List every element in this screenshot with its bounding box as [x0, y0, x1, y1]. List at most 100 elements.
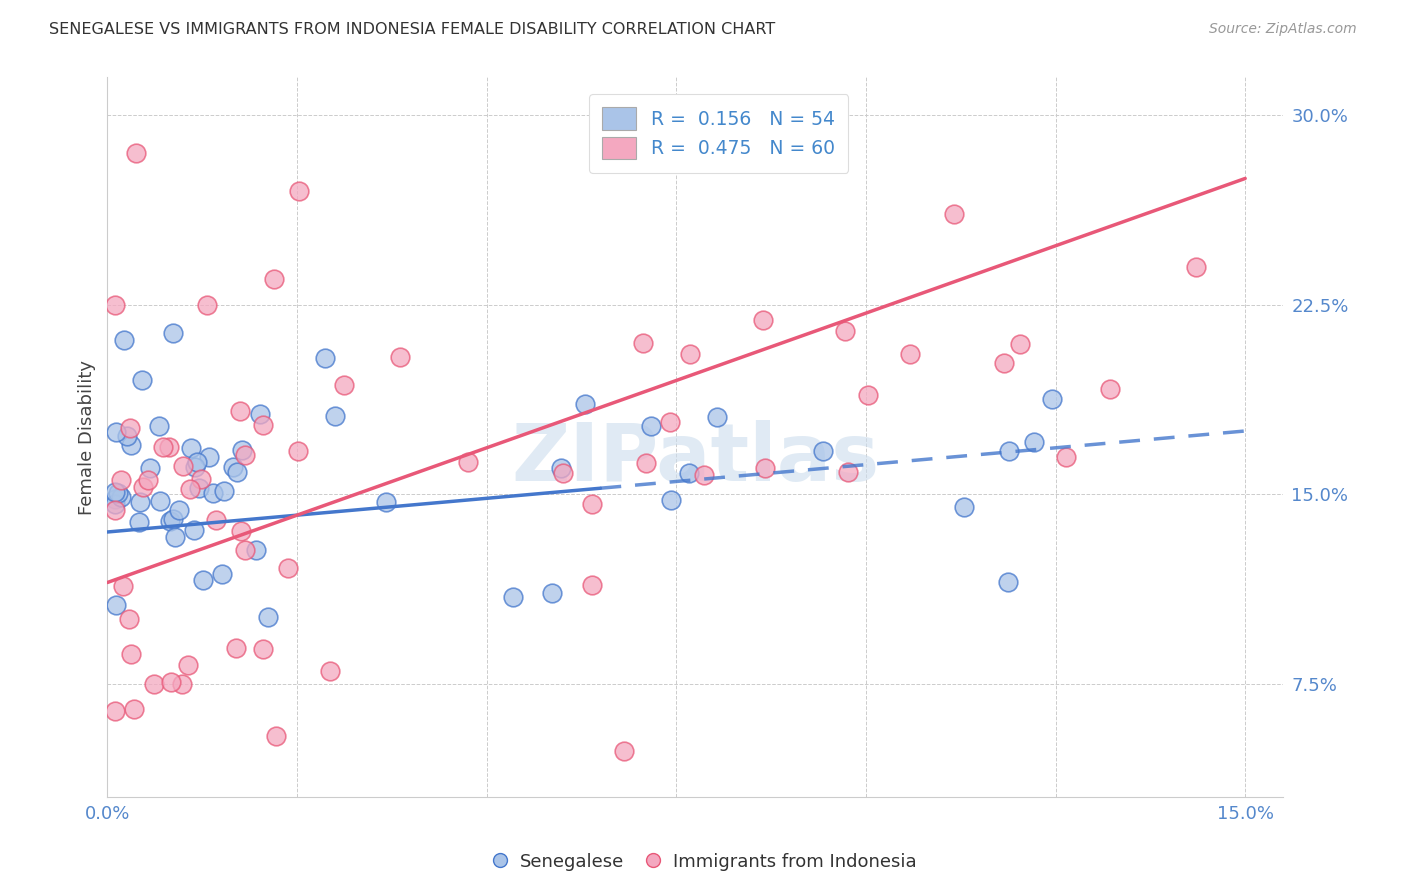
- Point: [107, 486, 129, 500]
- Point: [198, 450, 221, 465]
- Point: [128, 515, 150, 529]
- Point: [323, 409, 346, 424]
- Point: [388, 350, 411, 364]
- Point: [287, 444, 309, 458]
- Point: [149, 494, 172, 508]
- Point: [211, 567, 233, 582]
- Point: [287, 184, 309, 198]
- Point: [233, 543, 256, 558]
- Point: [249, 407, 271, 421]
- Point: [205, 513, 228, 527]
- Point: [187, 481, 209, 495]
- Point: [118, 612, 141, 626]
- Text: ZIPatlas: ZIPatlas: [512, 420, 879, 498]
- Point: [159, 440, 181, 454]
- Point: [186, 455, 208, 469]
- Point: [692, 467, 714, 482]
- Point: [136, 473, 159, 487]
- Point: [574, 397, 596, 411]
- Point: [856, 387, 879, 401]
- Point: [104, 485, 127, 500]
- Point: [180, 441, 202, 455]
- Point: [172, 458, 194, 473]
- Point: [1098, 382, 1121, 396]
- Point: [152, 440, 174, 454]
- Point: [898, 347, 921, 361]
- Point: [129, 495, 152, 509]
- Point: [132, 480, 155, 494]
- Point: [1008, 336, 1031, 351]
- Point: [148, 419, 170, 434]
- Point: [834, 324, 856, 338]
- Point: [120, 438, 142, 452]
- Point: [229, 524, 252, 539]
- Y-axis label: Female Disability: Female Disability: [79, 359, 96, 515]
- Text: SENEGALESE VS IMMIGRANTS FROM INDONESIA FEMALE DISABILITY CORRELATION CHART: SENEGALESE VS IMMIGRANTS FROM INDONESIA …: [49, 22, 776, 37]
- Point: [706, 409, 728, 424]
- Point: [257, 610, 280, 624]
- Point: [122, 702, 145, 716]
- Point: [162, 326, 184, 341]
- Point: [190, 472, 212, 486]
- Point: [550, 461, 572, 475]
- Legend: Senegalese, Immigrants from Indonesia: Senegalese, Immigrants from Indonesia: [482, 845, 924, 879]
- Point: [201, 486, 224, 500]
- Point: [1184, 260, 1206, 274]
- Point: [104, 704, 127, 718]
- Point: [105, 598, 128, 612]
- Point: [252, 641, 274, 656]
- Point: [104, 425, 127, 439]
- Point: [993, 356, 1015, 370]
- Point: [104, 491, 127, 506]
- Point: [163, 530, 186, 544]
- Point: [997, 575, 1019, 590]
- Point: [104, 503, 127, 517]
- Point: [212, 483, 235, 498]
- Point: [541, 586, 564, 600]
- Point: [110, 473, 132, 487]
- Point: [160, 675, 183, 690]
- Point: [179, 483, 201, 497]
- Point: [375, 495, 398, 509]
- Point: [754, 461, 776, 475]
- Point: [277, 561, 299, 575]
- Point: [581, 578, 603, 592]
- Point: [184, 460, 207, 475]
- Point: [110, 490, 132, 504]
- Point: [1056, 450, 1078, 464]
- Point: [229, 403, 252, 417]
- Point: [104, 298, 127, 312]
- Point: [235, 448, 257, 462]
- Point: [245, 542, 267, 557]
- Point: [319, 664, 342, 678]
- Point: [679, 347, 702, 361]
- Point: [953, 500, 976, 514]
- Point: [659, 492, 682, 507]
- Point: [659, 416, 682, 430]
- Point: [226, 466, 249, 480]
- Point: [613, 744, 636, 758]
- Point: [139, 461, 162, 475]
- Point: [640, 419, 662, 434]
- Point: [581, 497, 603, 511]
- Point: [263, 272, 285, 286]
- Point: [112, 333, 135, 347]
- Point: [631, 335, 654, 350]
- Point: [195, 298, 218, 312]
- Point: [191, 574, 214, 588]
- Point: [943, 206, 966, 220]
- Point: [183, 523, 205, 537]
- Point: [125, 146, 148, 161]
- Point: [811, 444, 834, 458]
- Point: [502, 591, 524, 605]
- Legend: R =  0.156   N = 54, R =  0.475   N = 60: R = 0.156 N = 54, R = 0.475 N = 60: [589, 94, 848, 172]
- Point: [225, 641, 247, 656]
- Point: [143, 676, 166, 690]
- Point: [111, 579, 134, 593]
- Point: [457, 455, 479, 469]
- Point: [131, 373, 153, 387]
- Point: [1040, 392, 1063, 407]
- Point: [551, 466, 574, 480]
- Point: [1022, 434, 1045, 449]
- Point: [264, 729, 287, 743]
